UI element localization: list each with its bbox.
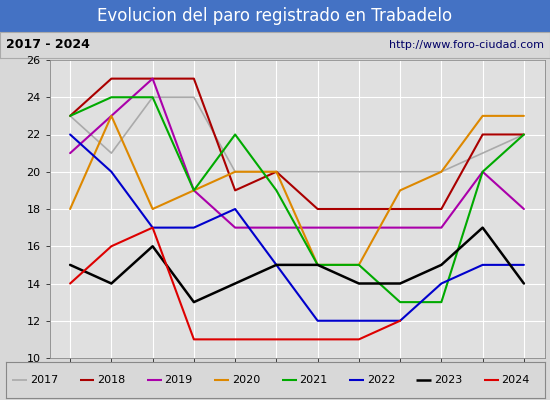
Text: 2021: 2021	[299, 375, 327, 385]
Text: http://www.foro-ciudad.com: http://www.foro-ciudad.com	[389, 40, 544, 50]
Text: 2020: 2020	[232, 375, 260, 385]
Text: 2017: 2017	[30, 375, 58, 385]
Text: 2017 - 2024: 2017 - 2024	[6, 38, 89, 52]
Text: Evolucion del paro registrado en Trabadelo: Evolucion del paro registrado en Trabade…	[97, 7, 453, 25]
Text: 2023: 2023	[434, 375, 462, 385]
Text: 2024: 2024	[502, 375, 530, 385]
Text: 2018: 2018	[97, 375, 125, 385]
Text: 2022: 2022	[367, 375, 395, 385]
Text: 2019: 2019	[164, 375, 192, 385]
